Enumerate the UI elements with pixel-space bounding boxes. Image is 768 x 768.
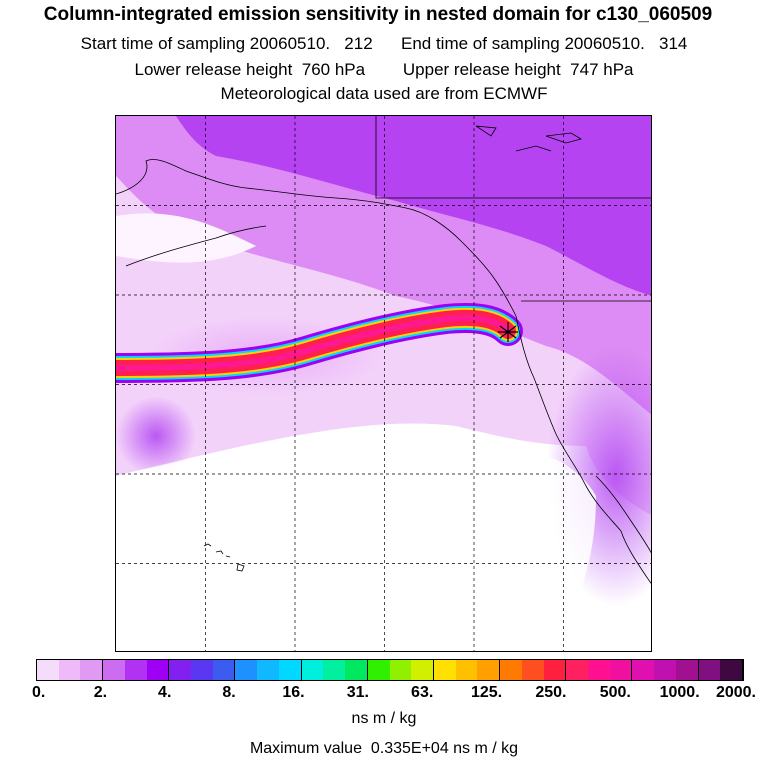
baja-coast	[620, 530, 651, 584]
colorbar-segment	[169, 660, 192, 680]
colorbar-segment	[543, 660, 567, 680]
colorbar-segment	[698, 660, 721, 680]
colorbar-segment	[654, 660, 676, 680]
colorbar-tick-label: 16.	[282, 684, 305, 701]
sampling-time-line: Start time of sampling 20060510. 212 End…	[80, 34, 688, 53]
colorbar-segment	[124, 660, 147, 680]
colorbar-segment	[80, 660, 104, 680]
colorbar-tick-label: 63.	[411, 684, 434, 701]
colorbar-units: ns m / kg	[351, 710, 417, 727]
colorbar-segment	[212, 660, 236, 680]
colorbar-segment	[235, 660, 258, 680]
hawaii-islands	[203, 543, 245, 572]
release-height-line: Lower release height 760 hPa Upper relea…	[134, 60, 634, 79]
white-south	[116, 433, 596, 651]
colorbar-segment	[345, 660, 368, 680]
colorbar-segment	[455, 660, 478, 680]
colorbar-segment	[500, 660, 522, 680]
colorbar-tick-label: 1000.	[659, 684, 700, 701]
colorbar-segment	[301, 660, 324, 680]
colorbar-segment	[720, 660, 743, 680]
colorbar-segment	[103, 660, 125, 680]
maximum-value-label: Maximum value 0.335E+04 ns m / kg	[249, 740, 519, 757]
colorbar-segment	[389, 660, 412, 680]
plot-title: Column-integrated emission sensitivity i…	[43, 4, 713, 25]
arctic-islands	[475, 125, 583, 152]
northern-border	[375, 116, 651, 199]
colorbar-segment	[477, 660, 501, 680]
colorbar-segment	[37, 660, 59, 680]
colorbar-segment	[675, 660, 699, 680]
colorbar-segment	[632, 660, 655, 680]
na-west-coast	[515, 315, 622, 532]
colorbar-segment	[191, 660, 213, 680]
aleutian-arc	[125, 225, 267, 267]
colorbar-tick-label: 125.	[470, 684, 503, 701]
plume-core	[116, 314, 511, 371]
coastlines	[116, 116, 651, 584]
colorbar-tick-label: 4.	[158, 684, 172, 701]
colorbar-segment	[257, 660, 279, 680]
colorbar-tick-label: 2.	[93, 684, 108, 701]
emission-sensitivity-map	[115, 115, 652, 652]
colorbar-tick-labels: 0. 2. 4. 8. 16. 31. 63. 125. 250. 500. 1000. 2000.	[32, 684, 756, 702]
colorbar	[36, 659, 744, 681]
map-canvas	[116, 116, 651, 651]
colorbar-segment	[58, 660, 81, 680]
colorbar-tick-label: 0.	[31, 684, 46, 701]
west-sensitivity-patch	[116, 396, 196, 476]
colorbar-segment	[521, 660, 544, 680]
colorbar-tick-label: 2000.	[715, 684, 757, 701]
colorbar-tick-label: 500.	[599, 684, 631, 701]
colorbar-segment	[609, 660, 633, 680]
colorbar-segment	[146, 660, 170, 680]
colorbar-tick-label: 8.	[222, 684, 236, 701]
gulf-california	[595, 475, 651, 554]
colorbar-segment	[367, 660, 390, 680]
release-point-marker	[498, 322, 518, 342]
alaska-coast	[116, 159, 517, 317]
colorbar-tick-label: 31.	[346, 684, 369, 701]
colorbar-segment	[323, 660, 346, 680]
colorbar-segment	[278, 660, 302, 680]
met-data-line: Meteorological data used are from ECMWF	[220, 84, 548, 103]
colorbar-segment	[433, 660, 456, 680]
white-tongue	[116, 213, 256, 263]
colorbar-segment	[566, 660, 588, 680]
colorbar-segment	[411, 660, 434, 680]
colorbar-tick-label: 250.	[535, 684, 567, 701]
colorbar-segment	[587, 660, 610, 680]
